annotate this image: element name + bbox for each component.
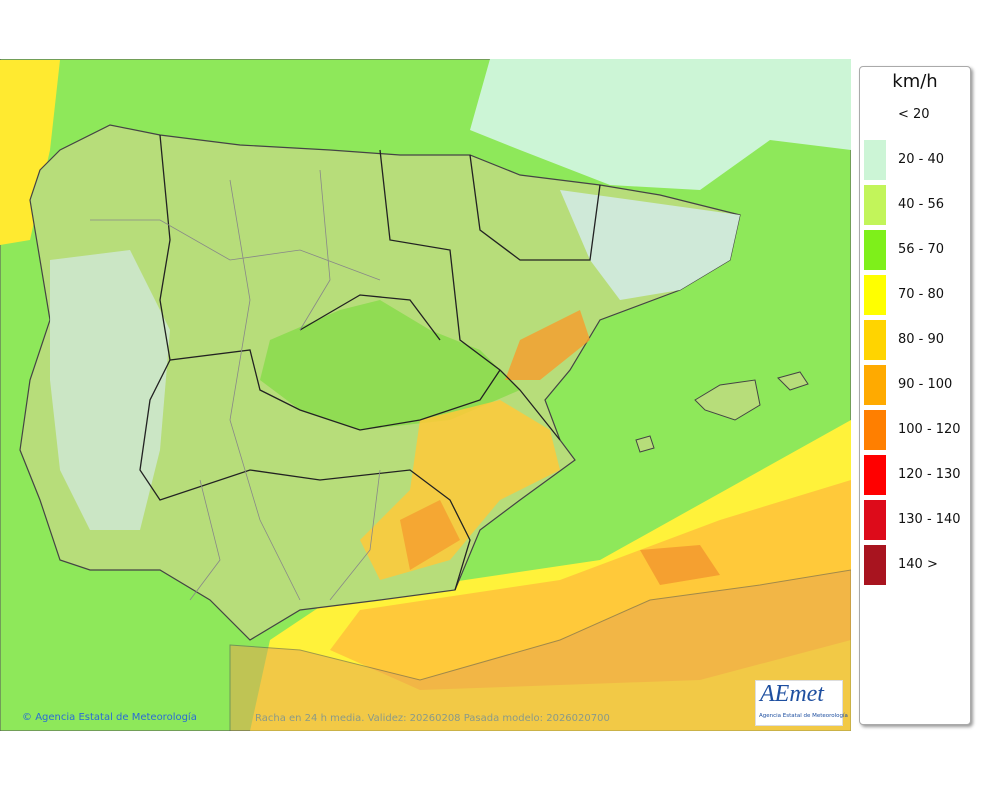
gust-zone [400,500,460,570]
legend-swatch [864,185,886,225]
legend-swatch [864,455,886,495]
legend-label: 56 - 70 [898,242,945,257]
wind-map [0,59,851,731]
legend-swatch [864,500,886,540]
gust-zone [640,545,720,585]
legend-item: 40 - 56 [864,185,968,225]
legend-swatch [864,320,886,360]
legend-swatch [864,230,886,270]
gust-zone [0,60,60,245]
legend-item: 20 - 40 [864,140,968,180]
legend-swatch [864,140,886,180]
island [635,435,655,453]
credit-text: Agencia Estatal de Meteorología [35,712,197,723]
region-borders [139,134,601,591]
legend-label: 120 - 130 [898,467,961,482]
legend-item: 80 - 90 [864,320,968,360]
legend-label: 40 - 56 [898,197,945,212]
legend-item: 120 - 130 [864,455,968,495]
legend-item: 130 - 140 [864,500,968,540]
legend-swatch [864,545,886,585]
logo-mark: AEmet [760,681,824,707]
legend-item: 90 - 100 [864,365,968,405]
island [694,379,761,421]
legend-item: 100 - 120 [864,410,968,450]
legend-item: 140 > [864,545,968,585]
logo: AEmet Agencia Estatal de Meteorología [755,680,848,726]
gust-zone [505,310,590,380]
logo-subtitle: Agencia Estatal de Meteorología [759,713,848,719]
legend-item: 56 - 70 [864,230,968,270]
credit: © Agencia Estatal de Meteorología [22,712,197,723]
legend-item: < 20 [864,95,968,135]
legend-label: 90 - 100 [898,377,953,392]
calm-zone [470,59,851,190]
island [777,371,809,391]
legend-label: 70 - 80 [898,287,945,302]
caption: Racha en 24 h media. Validez: 20260208 P… [255,713,610,724]
calm-zone [50,250,170,530]
gust-zone [260,300,520,430]
legend-swatch [864,365,886,405]
legend-title: km/h [892,71,938,92]
legend: km/h < 20 20 - 40 40 - 56 56 - 70 70 - 80 80 … [859,66,971,725]
legend-label: < 20 [898,107,930,122]
legend-label: 130 - 140 [898,512,961,527]
legend-swatch [864,410,886,450]
legend-item: 70 - 80 [864,275,968,315]
legend-label: 20 - 40 [898,152,945,167]
legend-swatch [864,275,886,315]
legend-label: 100 - 120 [898,422,961,437]
legend-label: 140 > [898,557,938,572]
province-borders [90,169,381,601]
legend-label: 80 - 90 [898,332,945,347]
calm-zone [560,190,740,300]
africa-coast [229,569,851,731]
